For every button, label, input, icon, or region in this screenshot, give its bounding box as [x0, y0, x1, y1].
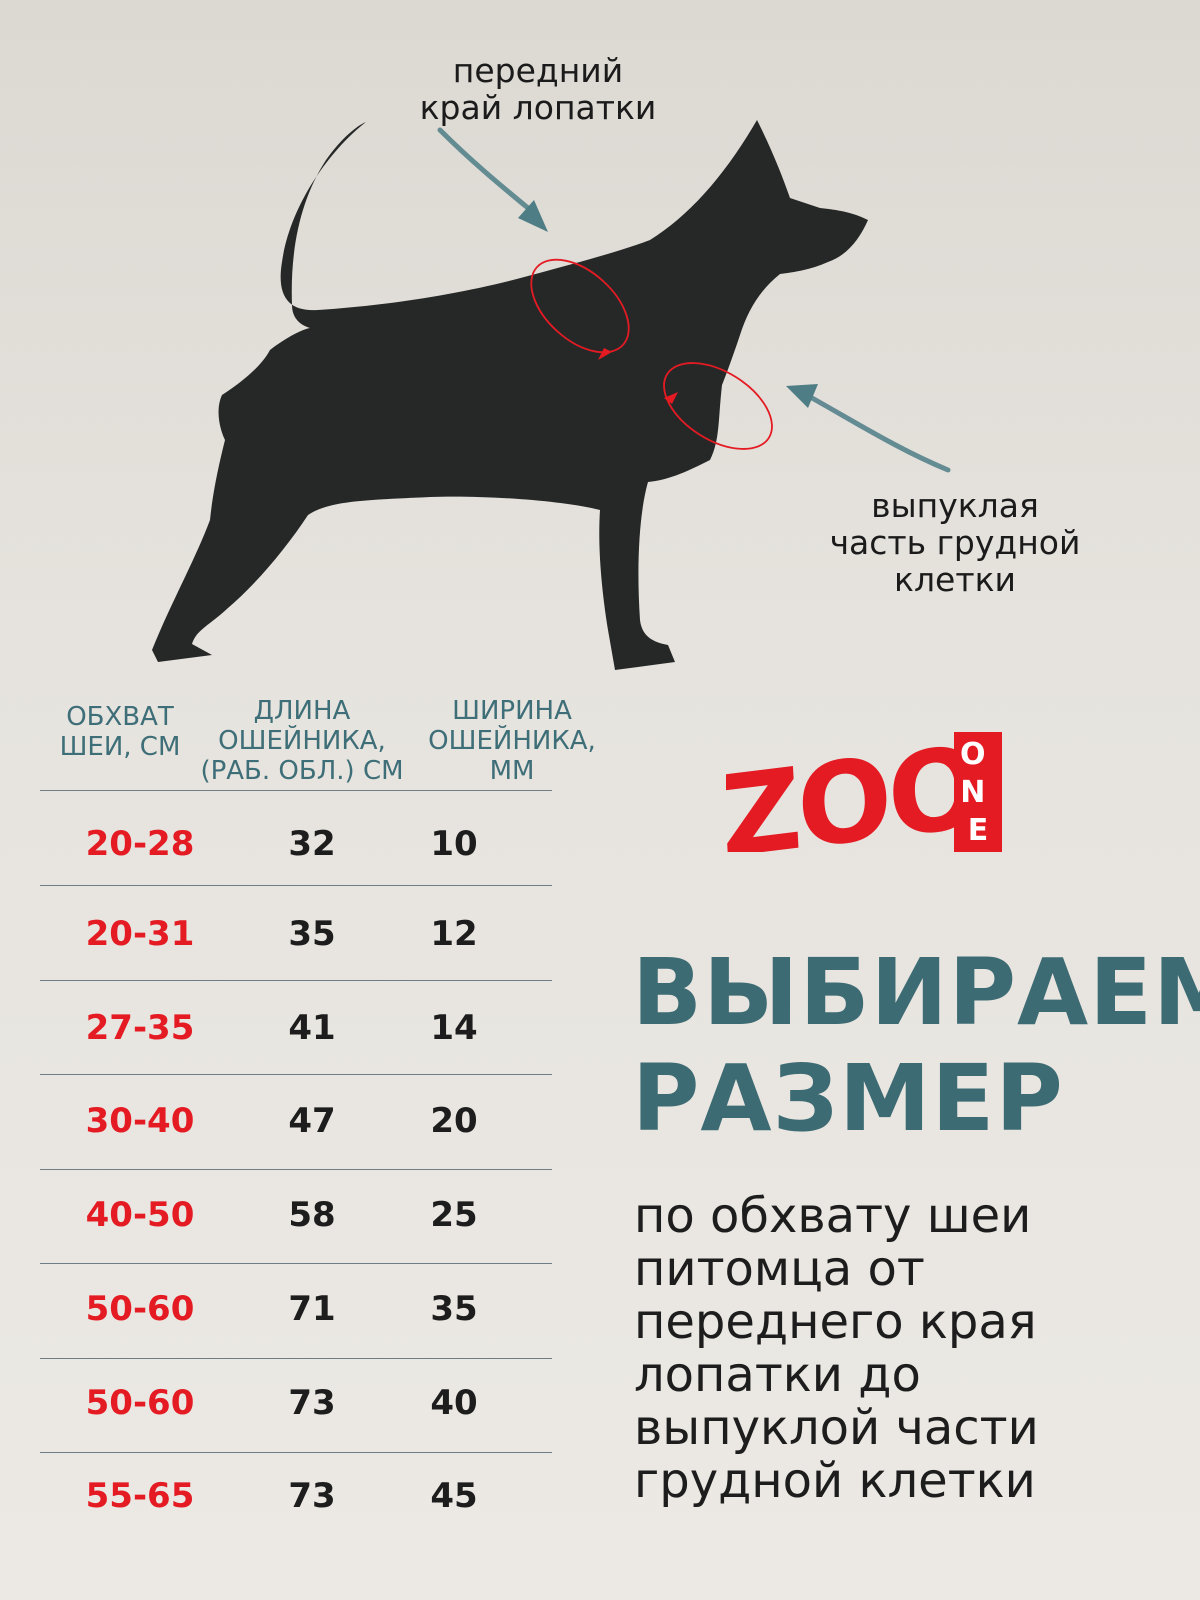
table-row: 27-35 41 14 — [40, 1008, 552, 1048]
neck-girth-cell: 20-28 — [85, 824, 195, 864]
table-divider — [40, 1169, 552, 1170]
collar-width-cell: 45 — [430, 1476, 478, 1516]
chest-label: выпуклая часть грудной клетки — [800, 487, 1110, 598]
red-arrow-head-1 — [598, 348, 612, 360]
header-neck-girth: ОБХВАТ ШЕИ, СМ — [40, 702, 200, 762]
collar-width-cell: 25 — [430, 1195, 478, 1235]
arrow-to-shoulder-head — [518, 200, 548, 232]
logo-one-text: O N E — [960, 737, 996, 848]
neck-girth-cell: 27-35 — [85, 1008, 195, 1048]
shoulder-edge-label: передний край лопатки — [388, 52, 688, 126]
page-title-line-2: РАЗМЕР — [632, 1045, 1064, 1152]
zoo-one-logo: ZOO O N E — [726, 732, 1002, 852]
table-row: 50-60 71 35 — [40, 1289, 552, 1329]
page-title: ВЫБИРАЕМ РАЗМЕР — [632, 940, 1200, 1152]
logo-one-box — [954, 732, 1002, 852]
neck-girth-cell: 20-31 — [85, 914, 195, 954]
table-divider — [40, 980, 552, 981]
header-neck-girth-line-1: ОБХВАТ — [66, 702, 174, 732]
subtitle-line: питомца от — [634, 1241, 925, 1297]
table-divider — [40, 1358, 552, 1359]
neck-ellipse-top — [530, 258, 630, 354]
table-divider — [40, 1452, 552, 1453]
header-collar-width-line-3: ММ — [489, 756, 535, 786]
collar-width-cell: 12 — [430, 914, 478, 954]
red-arrow-head-2 — [664, 392, 678, 404]
collar-length-cell: 32 — [288, 824, 336, 864]
neck-girth-cell: 50-60 — [85, 1383, 195, 1423]
neck-girth-cell: 55-65 — [85, 1476, 195, 1516]
collar-length-cell: 71 — [288, 1289, 336, 1329]
table-row: 55-65 73 45 — [40, 1476, 552, 1516]
neck-girth-cell: 30-40 — [85, 1101, 195, 1141]
header-collar-width-line-2: ОШЕЙНИКА, — [428, 726, 596, 756]
subtitle-line: переднего края — [634, 1294, 1037, 1350]
shoulder-edge-label-line-2: край лопатки — [419, 88, 657, 127]
page-title-line-1: ВЫБИРАЕМ — [632, 939, 1200, 1046]
header-collar-width: ШИРИНА ОШЕЙНИКА, ММ — [412, 696, 612, 786]
header-collar-length-line-1: ДЛИНА — [253, 696, 351, 726]
subtitle-line: выпуклой части — [634, 1400, 1039, 1456]
chest-label-line-3: клетки — [894, 560, 1016, 599]
table-row: 20-31 35 12 — [40, 914, 552, 954]
neck-girth-cell: 50-60 — [85, 1289, 195, 1329]
chest-label-line-1: выпуклая — [871, 486, 1039, 525]
collar-width-cell: 35 — [430, 1289, 478, 1329]
collar-width-cell: 40 — [430, 1383, 478, 1423]
header-collar-length: ДЛИНА ОШЕЙНИКА, (РАБ. ОБЛ.) СМ — [192, 696, 412, 786]
collar-length-cell: 73 — [288, 1383, 336, 1423]
subtitle-line: грудной клетки — [634, 1453, 1036, 1509]
subtitle-line: лопатки до — [634, 1347, 921, 1403]
arrow-to-shoulder — [437, 127, 531, 211]
table-row: 50-60 73 40 — [40, 1383, 552, 1423]
neck-ellipse-chest — [663, 362, 773, 450]
header-neck-girth-line-2: ШЕИ, СМ — [59, 732, 181, 762]
arrow-to-chest — [809, 395, 951, 473]
dog-silhouette — [152, 120, 868, 670]
collar-length-cell: 41 — [288, 1008, 336, 1048]
collar-length-cell: 58 — [288, 1195, 336, 1235]
subtitle-line: по обхвату шеи — [634, 1188, 1032, 1244]
header-collar-length-line-2: ОШЕЙНИКА, — [218, 726, 386, 756]
logo-one-letter-e: E — [968, 813, 989, 848]
logo-one-letter-o: O — [960, 737, 986, 772]
shoulder-edge-label-line-1: передний — [452, 51, 624, 90]
collar-length-cell: 47 — [288, 1101, 336, 1141]
table-row: 30-40 47 20 — [40, 1101, 552, 1141]
chest-label-line-2: часть грудной — [829, 523, 1081, 562]
collar-width-cell: 10 — [430, 824, 478, 864]
table-row: 20-28 32 10 — [40, 824, 552, 864]
page-subtitle: по обхвату шеи питомца от переднего края… — [634, 1190, 1039, 1508]
table-divider — [40, 1263, 552, 1264]
table-divider — [40, 1074, 552, 1075]
collar-width-cell: 14 — [430, 1008, 478, 1048]
table-divider — [40, 885, 552, 886]
collar-length-cell: 73 — [288, 1476, 336, 1516]
header-collar-width-line-1: ШИРИНА — [452, 696, 572, 726]
header-collar-length-line-3: (РАБ. ОБЛ.) СМ — [200, 756, 404, 786]
collar-length-cell: 35 — [288, 914, 336, 954]
dog-silhouette-illustration — [152, 120, 951, 670]
neck-girth-cell: 40-50 — [85, 1195, 195, 1235]
logo-one-letter-n: N — [960, 775, 985, 810]
table-row: 40-50 58 25 — [40, 1195, 552, 1235]
collar-width-cell: 20 — [430, 1101, 478, 1141]
arrow-to-chest-head — [786, 384, 818, 408]
logo-zoo-text: ZOO — [726, 732, 982, 852]
table-divider — [40, 790, 552, 791]
